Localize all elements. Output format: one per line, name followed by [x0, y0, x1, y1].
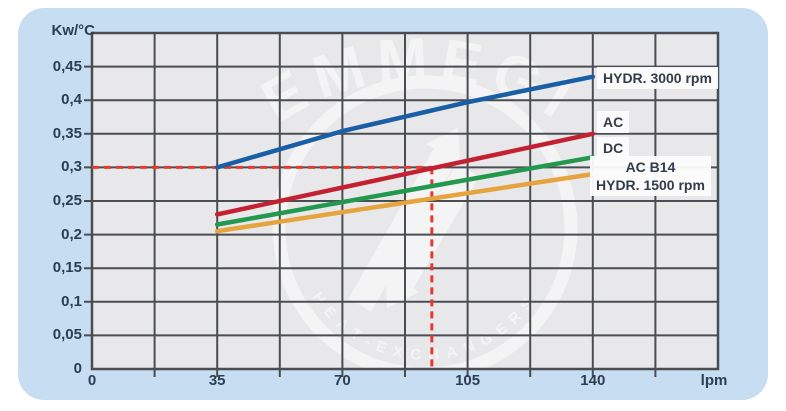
series-line-ac	[214, 131, 596, 217]
series-line-dc	[214, 155, 596, 227]
watermark-arrow-up-head-icon	[426, 128, 460, 164]
series-line-ac-b14-hydr-1500-rpm	[214, 171, 596, 234]
watermark-arrow-down-head-icon	[385, 272, 419, 308]
watermark-arrow-down-icon	[388, 163, 480, 292]
series-line-hydr-3000-rpm	[214, 74, 596, 170]
plot-border	[90, 31, 720, 371]
